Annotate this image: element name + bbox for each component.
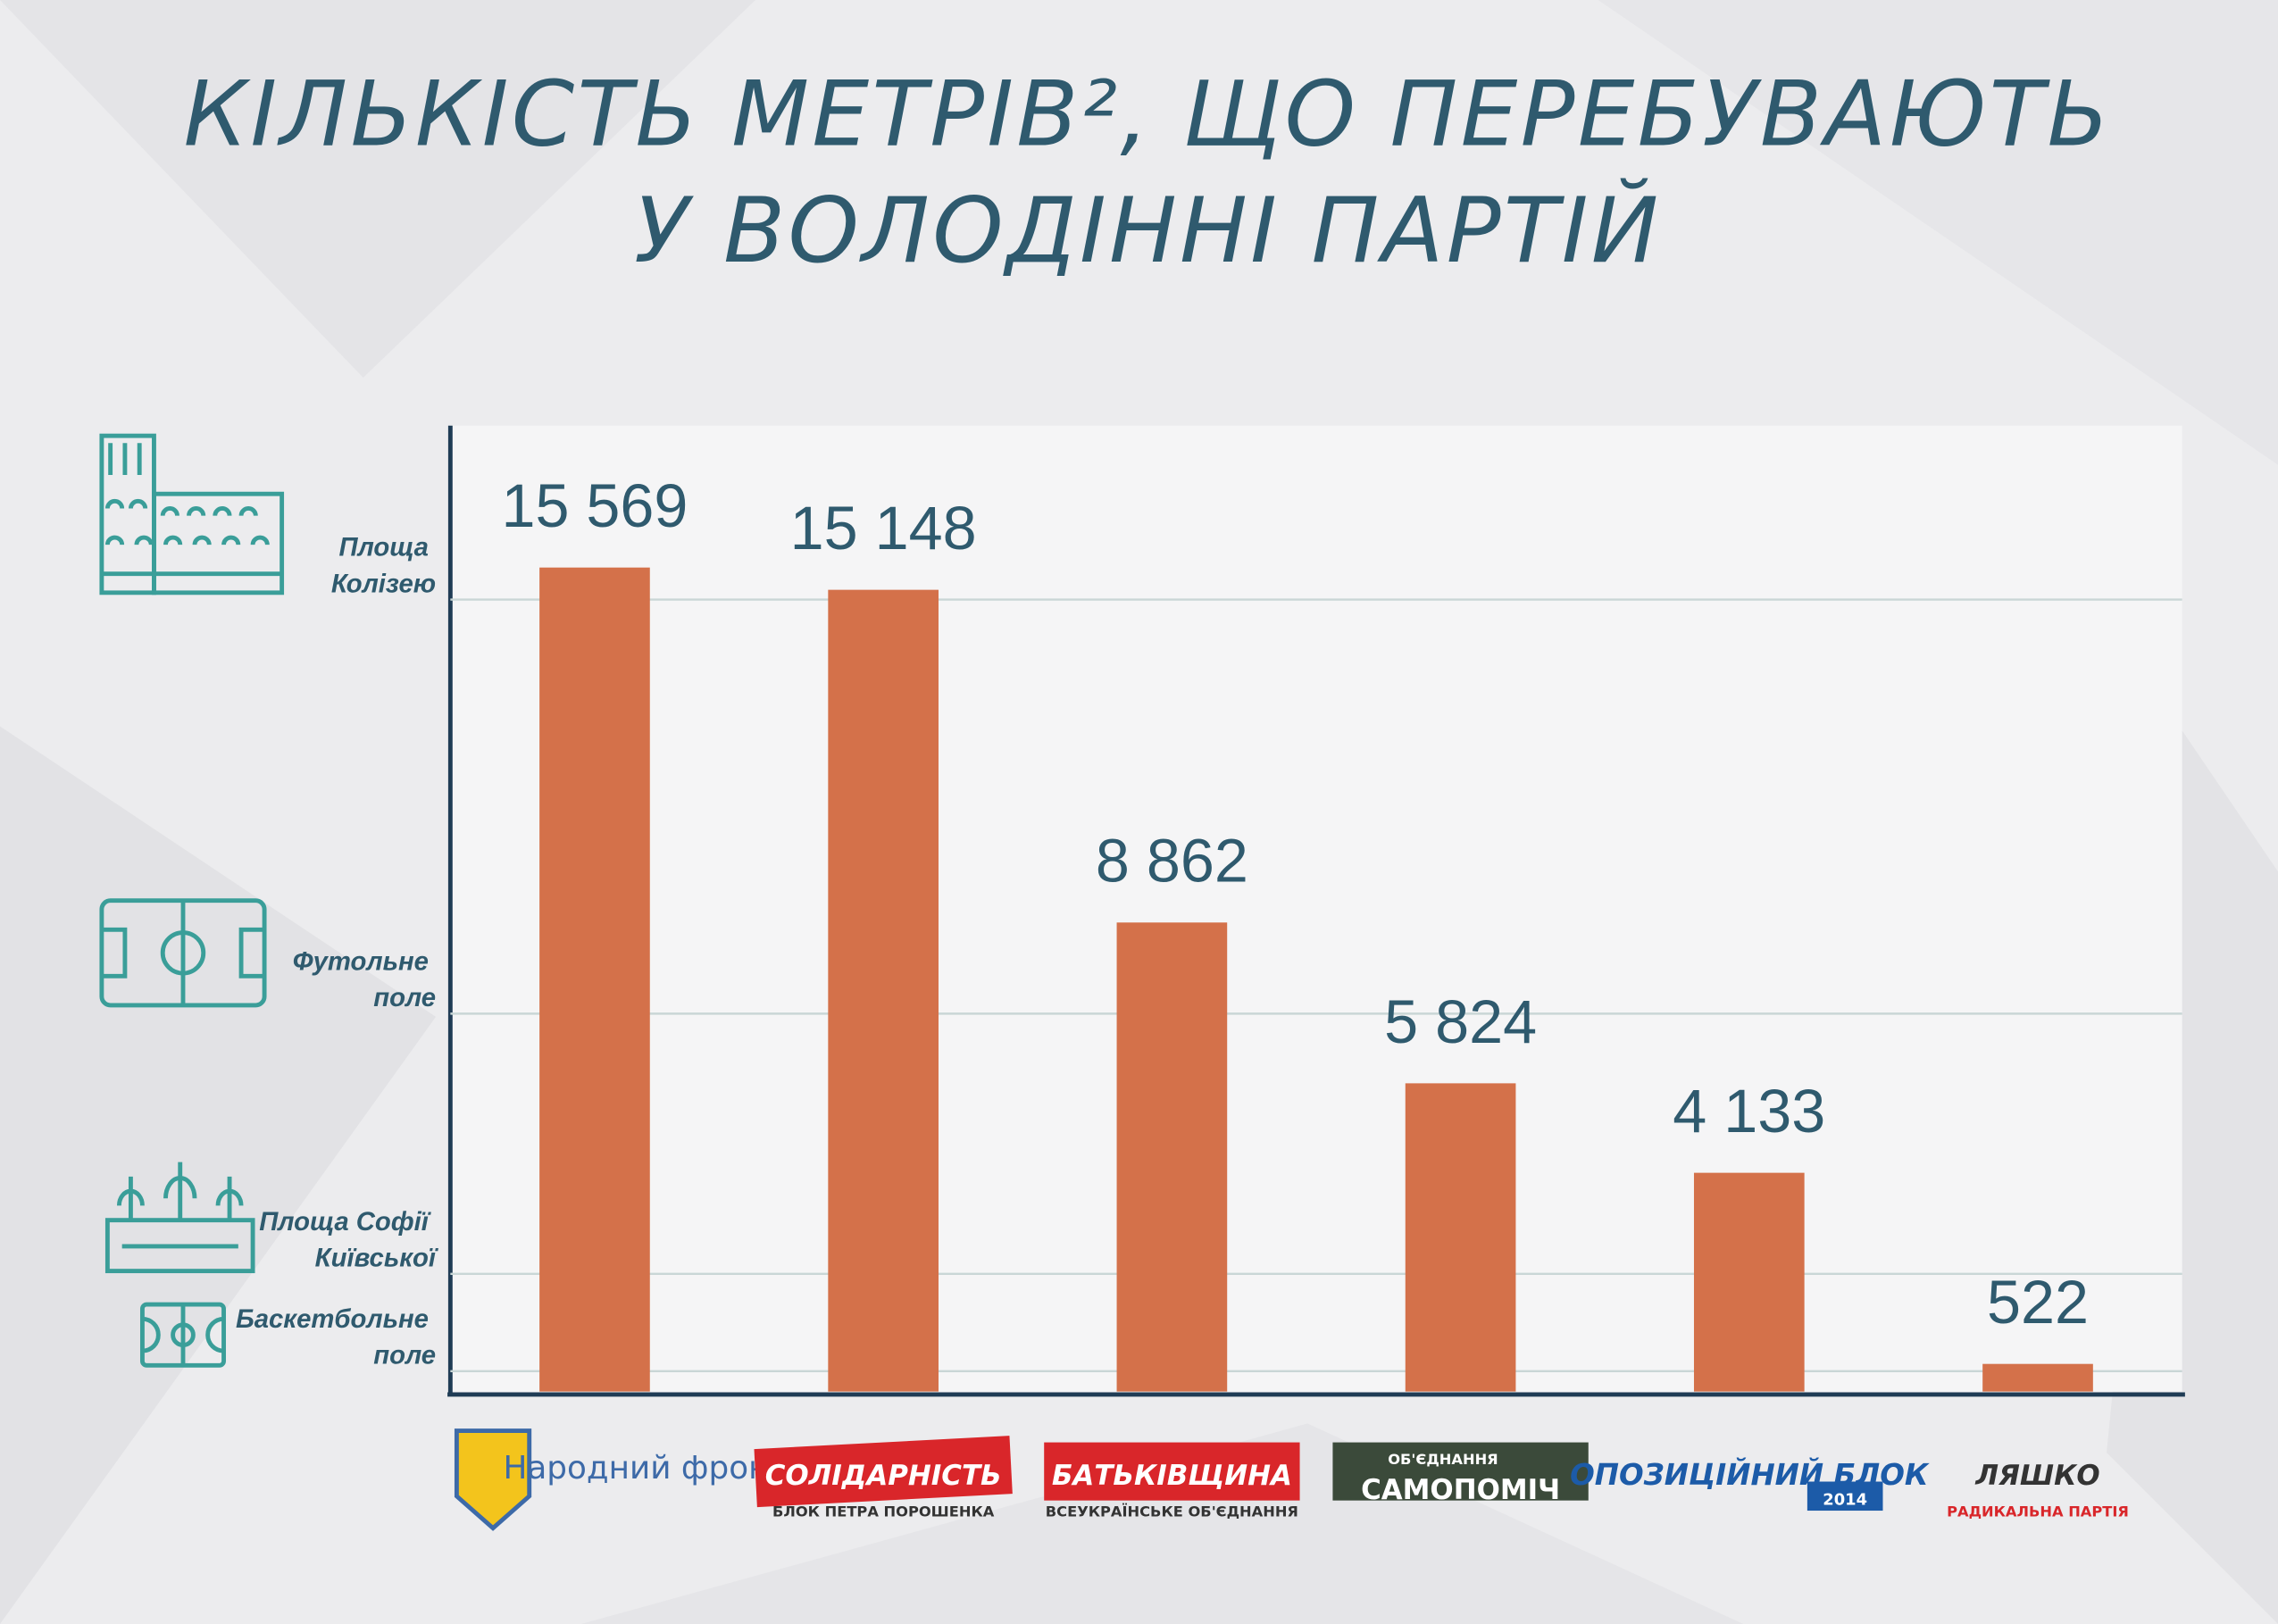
y-tick-label: Футольне поле [293, 947, 436, 1013]
chart-title: КІЛЬКІСТЬ МЕТРІВ², ЩО ПЕРЕБУВАЮТЬ [184, 62, 2112, 167]
bar [828, 589, 939, 1392]
value-label: 15 569 [501, 472, 688, 540]
logo-box [1044, 1442, 1300, 1501]
x-tick-sublabel: 2014 [1823, 1491, 1867, 1510]
bar [1693, 1172, 1805, 1392]
colosseum-icon [99, 433, 285, 595]
x-tick-sublabel: ВСЕУКРАЇНСЬКЕ ОБ'ЄДНАННЯ [1046, 1503, 1298, 1520]
y-tick-label: Площа Софії Київської [259, 1207, 439, 1273]
logo-shield [454, 1428, 532, 1531]
sofia-icon [104, 1162, 255, 1274]
bar [1116, 922, 1228, 1392]
value-label: 522 [1987, 1269, 2089, 1337]
football-field-icon [99, 898, 267, 1008]
x-tick-sublabel: БЛОК ПЕТРА ПОРОШЕНКА [772, 1503, 995, 1520]
basketball-court-icon [139, 1302, 226, 1368]
x-tick-label: БАТЬКІВЩИНА [1052, 1460, 1292, 1492]
value-label: 8 862 [1096, 828, 1248, 895]
logo-box [1807, 1481, 1883, 1512]
y-tick-label: Площа Колізею [331, 533, 436, 599]
bar [1982, 1363, 2093, 1392]
value-label: 4 133 [1673, 1078, 1825, 1145]
x-tick-label: Народний фронт [503, 1450, 788, 1487]
x-tick-label: САМОПОМІЧ [1361, 1474, 1560, 1506]
x-tick-label: ЛЯШКО [1974, 1460, 2099, 1492]
logo-box [754, 1436, 1013, 1508]
plot-area [450, 425, 2182, 1392]
icons [99, 433, 285, 1368]
x-tick-label: ОПОЗИЦІЙНИЙ БЛОК [1570, 1458, 1930, 1492]
value-label: 15 148 [790, 495, 977, 562]
y-tick-label: Баскетбольне поле [236, 1304, 436, 1370]
bar [1405, 1083, 1516, 1392]
logo-box [1332, 1442, 1589, 1501]
value-label: 5 824 [1384, 988, 1537, 1056]
bar [539, 567, 650, 1392]
x-tick-sublabel: ОБ'ЄДНАННЯ [1388, 1451, 1498, 1468]
x-tick-label: СОЛІДАРНІСТЬ [765, 1460, 1002, 1492]
x-tick-sublabel: РАДИКАЛЬНА ПАРТІЯ [1947, 1503, 2129, 1520]
chart-title: У ВОЛОДІННІ ПАРТІЙ [634, 178, 1661, 283]
